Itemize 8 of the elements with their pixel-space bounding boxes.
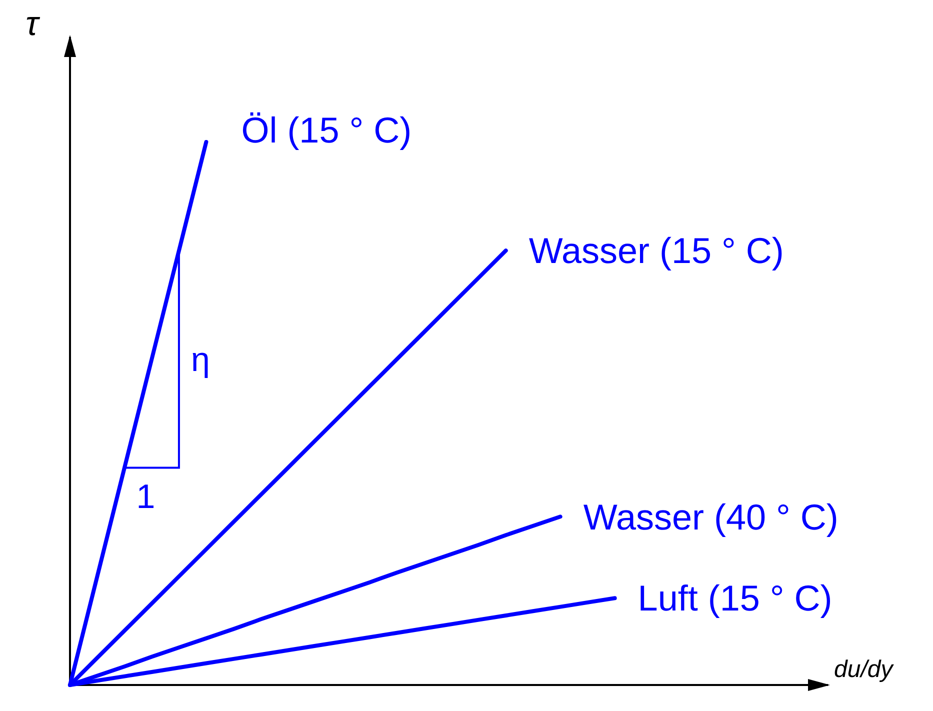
annotation: η: [190, 341, 210, 380]
series-label: Luft (15 ° C): [638, 578, 832, 619]
text: du/dy: [834, 656, 895, 683]
series-label: Öl (15 ° C): [241, 110, 412, 151]
series-label: Wasser (40 ° C): [583, 496, 838, 538]
y-axis-title: τ: [26, 5, 41, 43]
annotation: 1: [136, 478, 156, 516]
series-label: Wasser (15 ° C): [528, 230, 784, 272]
